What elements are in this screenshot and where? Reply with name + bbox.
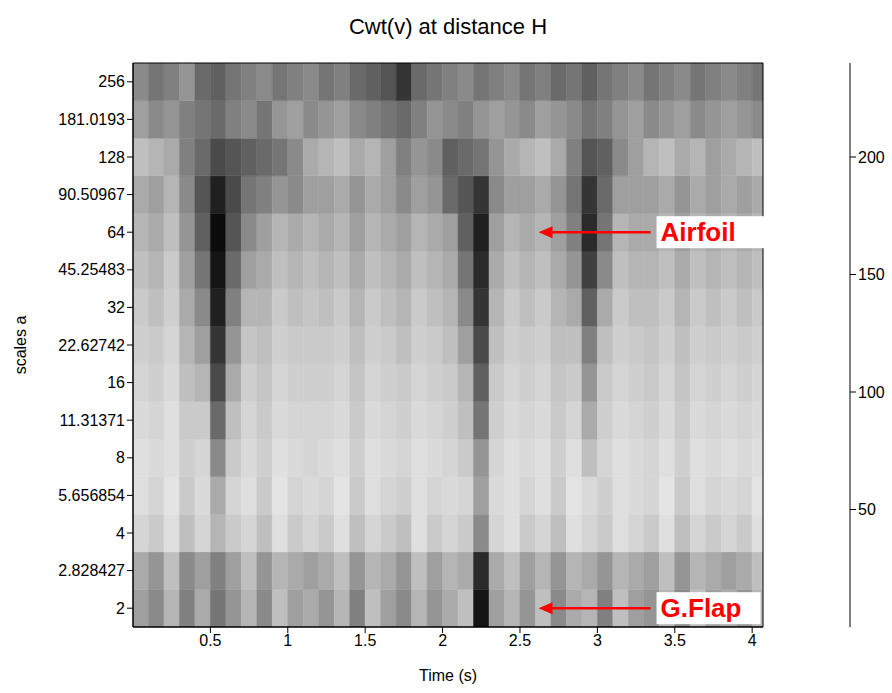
svg-text:200: 200	[858, 149, 885, 166]
svg-text:8: 8	[116, 449, 125, 466]
svg-text:scales a: scales a	[12, 316, 29, 375]
svg-text:50: 50	[858, 501, 876, 518]
svg-text:256: 256	[98, 73, 125, 90]
svg-text:1.5: 1.5	[354, 632, 376, 649]
svg-text:Time (s): Time (s)	[419, 667, 477, 684]
svg-text:3: 3	[593, 632, 602, 649]
svg-text:4: 4	[116, 525, 125, 542]
svg-text:90.50967: 90.50967	[58, 186, 125, 203]
svg-text:32: 32	[107, 299, 125, 316]
svg-text:2: 2	[116, 600, 125, 617]
svg-text:64: 64	[107, 224, 125, 241]
svg-text:4: 4	[748, 632, 757, 649]
svg-text:0.5: 0.5	[199, 632, 221, 649]
svg-text:G.Flap: G.Flap	[661, 593, 742, 623]
svg-text:16: 16	[107, 374, 125, 391]
svg-text:3.5: 3.5	[664, 632, 686, 649]
svg-text:128: 128	[98, 149, 125, 166]
svg-text:5.656854: 5.656854	[58, 487, 125, 504]
svg-text:11.31371: 11.31371	[59, 412, 125, 429]
svg-text:100: 100	[858, 384, 885, 401]
svg-text:2.5: 2.5	[509, 632, 531, 649]
svg-text:22.62742: 22.62742	[58, 337, 125, 354]
svg-text:181.0193: 181.0193	[58, 111, 125, 128]
svg-text:2.828427: 2.828427	[58, 562, 125, 579]
svg-text:2: 2	[438, 632, 447, 649]
svg-text:150: 150	[858, 266, 885, 283]
svg-text:1: 1	[283, 632, 292, 649]
html-text:Cwt(v) at distance H: Cwt(v) at distance H	[349, 14, 547, 39]
svg-text:45.25483: 45.25483	[58, 261, 125, 278]
svg-text:Airfoil: Airfoil	[661, 217, 736, 247]
